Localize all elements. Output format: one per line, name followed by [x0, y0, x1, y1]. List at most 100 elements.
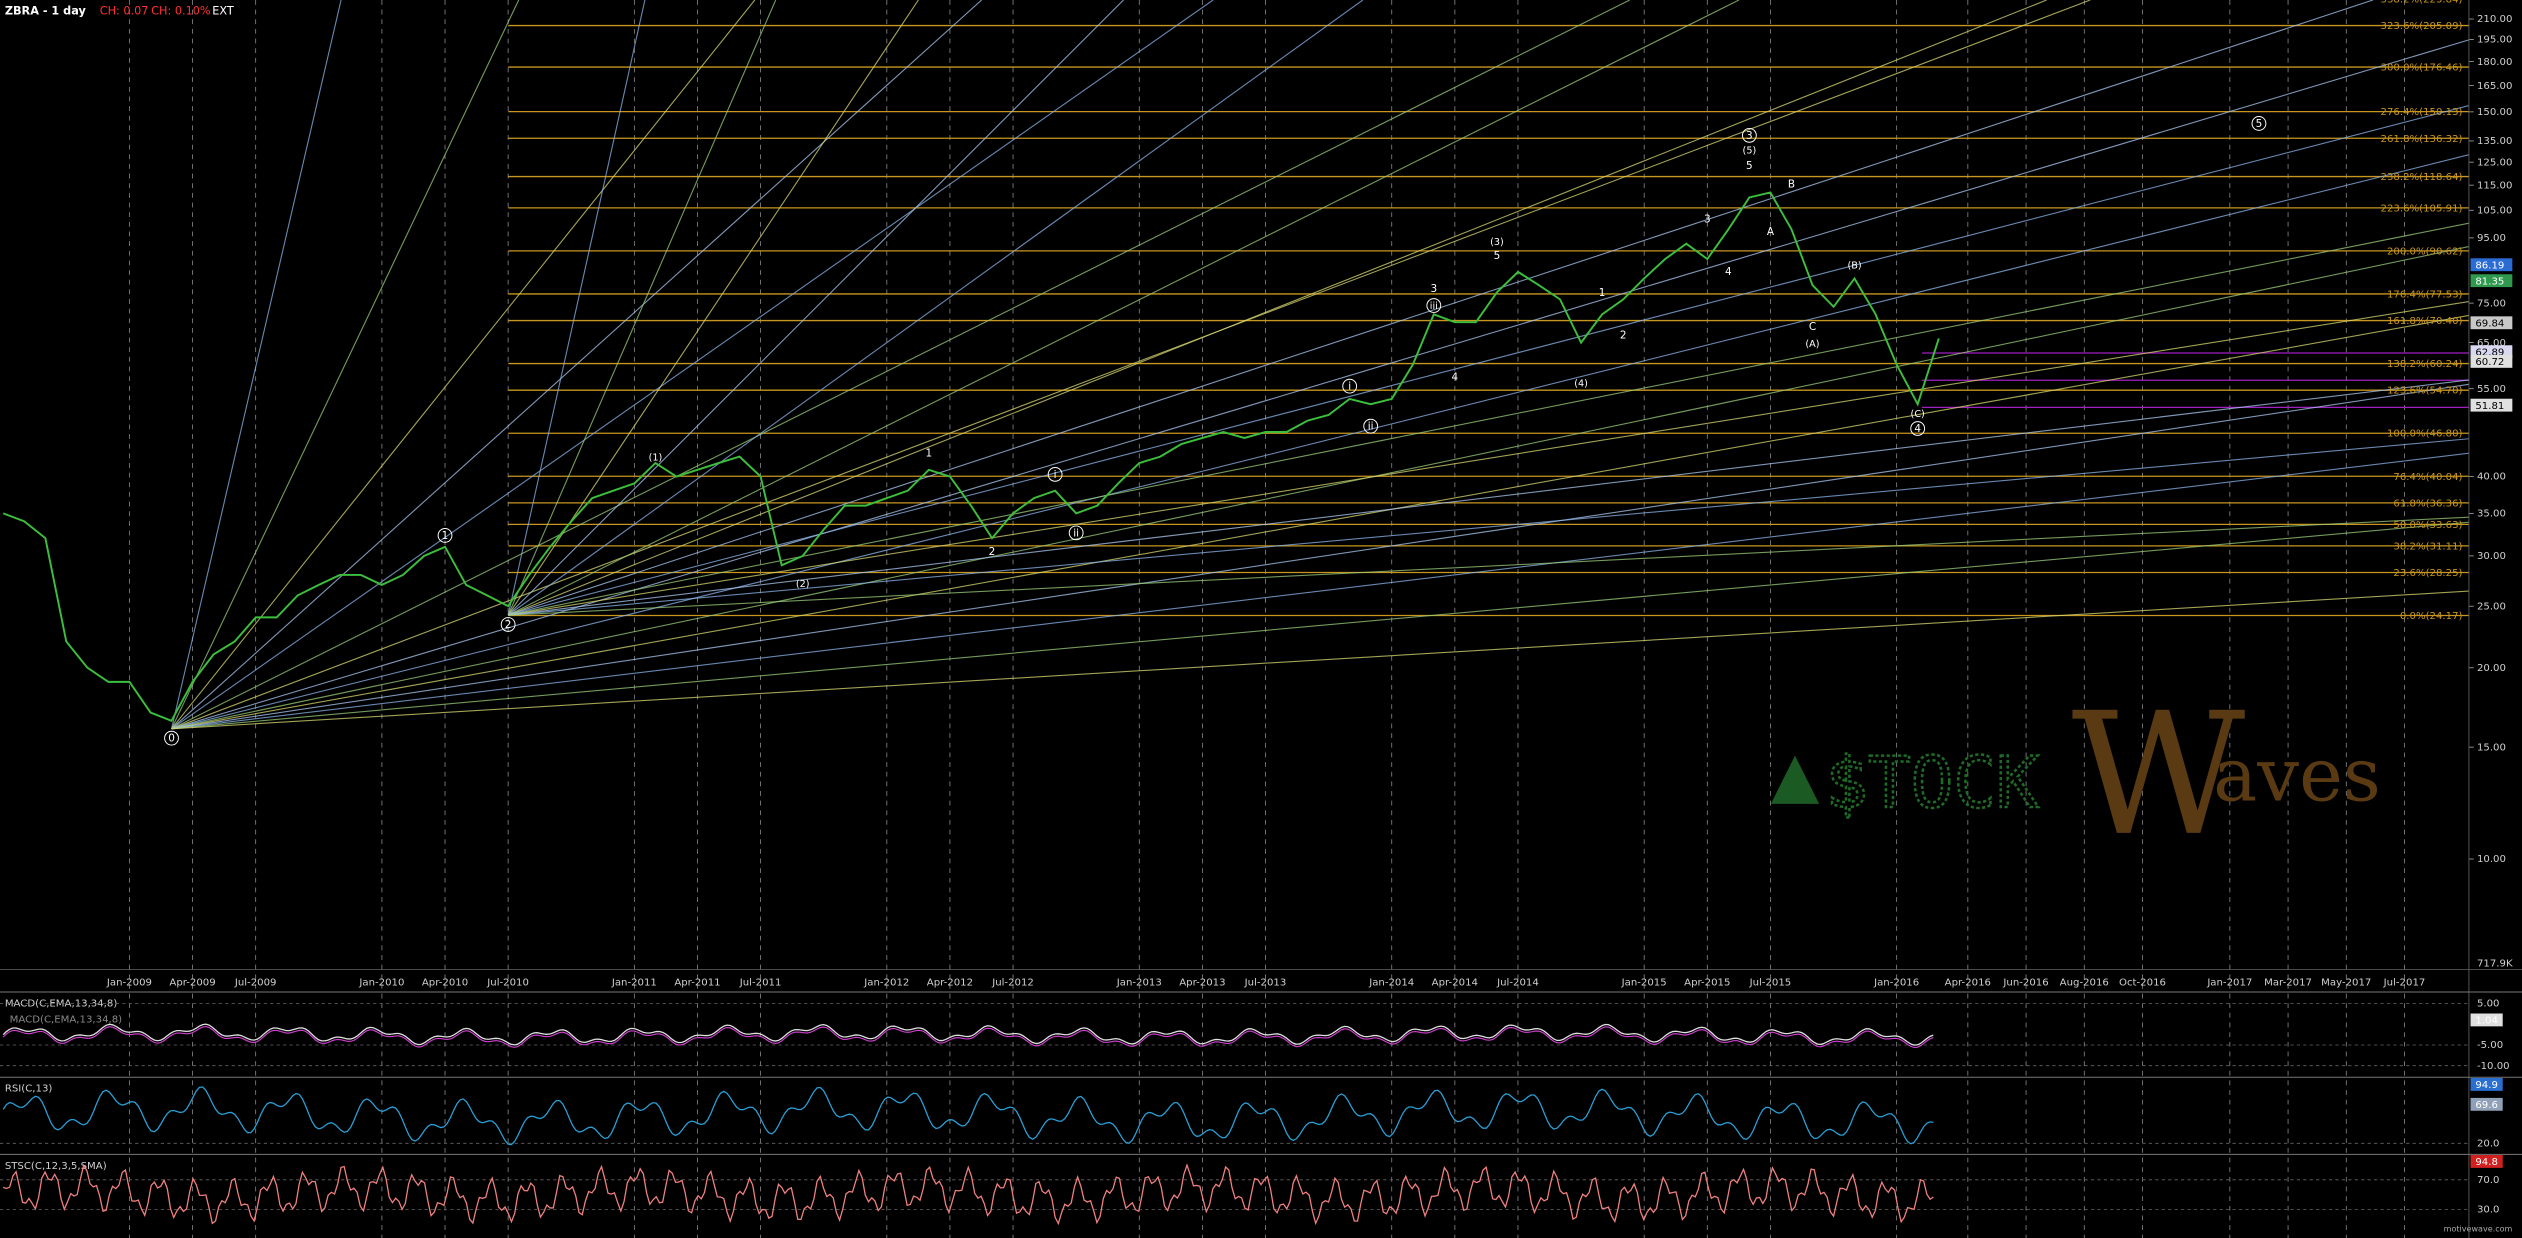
- price-badge-label: 69.84: [2475, 318, 2504, 329]
- y-tick-label: 135.00: [2477, 136, 2512, 147]
- y-tick-label: 30.0: [2477, 1205, 2500, 1216]
- fib-label: 0.0%(24.17): [2400, 611, 2463, 622]
- change: CH: 0.07: [100, 4, 149, 17]
- fib-label: 23.6%(28.25): [2393, 568, 2462, 579]
- wave-label: (3): [1490, 237, 1504, 248]
- wave-label: 4: [1914, 423, 1921, 435]
- background-layer: [129, 0, 2470, 1238]
- fan-line: [171, 0, 2091, 730]
- x-tick-label: Apr-2010: [422, 978, 468, 989]
- wave-circle: [1426, 298, 1442, 313]
- indicator-title: RSI(C,13): [5, 1084, 53, 1095]
- indicator-badge: [2470, 1097, 2503, 1111]
- y-tick-label: 25.00: [2477, 601, 2506, 612]
- x-tick-label: Jul-2011: [739, 978, 782, 989]
- fan-line: [171, 452, 2469, 730]
- fan-line: [507, 0, 646, 616]
- fan-line: [170, 0, 342, 729]
- wave-label: 3: [1746, 130, 1753, 142]
- fan-line: [507, 0, 1740, 616]
- y-tick-label: 15.00: [2477, 742, 2506, 753]
- wave-circle: [1047, 466, 1063, 482]
- y-tick-label: 165.00: [2477, 81, 2512, 92]
- y-tick-label: -10.00: [2477, 1061, 2510, 1072]
- x-tick-label: Jul-2009: [234, 978, 277, 989]
- fib-label: 323.6%(205.09): [2381, 21, 2463, 32]
- wave-label: (5): [1743, 145, 1757, 156]
- fib-label: 50.0%(33.63): [2393, 520, 2462, 531]
- wave-label: (2): [796, 579, 810, 590]
- fan-line: [171, 590, 2469, 730]
- fan-line: [171, 39, 2470, 730]
- fan-line: [171, 314, 2470, 730]
- fib-label: 238.2%(118.64): [2381, 172, 2463, 183]
- fib-label: 338.2%(225.84): [2381, 0, 2463, 6]
- indicator-badge: [2470, 1013, 2503, 1027]
- indicator-badge: [2470, 1078, 2503, 1091]
- wave-label: 5: [1746, 160, 1753, 172]
- indicator-subtitle: MACD(C,EMA,13,34,8): [10, 1015, 123, 1026]
- y-tick-label: 70.0: [2477, 1175, 2500, 1186]
- x-tick-label: Jan-2013: [1116, 978, 1162, 989]
- wave-label: 0: [168, 733, 175, 745]
- wave-label: 5: [1494, 250, 1501, 262]
- price-badge-label: 51.81: [2475, 401, 2504, 412]
- fib-label: 261.8%(136.32): [2381, 134, 2463, 145]
- indicator-badge-label: 1.04: [2475, 1016, 2498, 1027]
- x-tick-label: Oct-2016: [2119, 978, 2166, 989]
- wave-circle: [1910, 421, 1926, 436]
- fan-line: [508, 438, 2469, 616]
- y-tick-label: 75.00: [2477, 298, 2506, 309]
- logo-w: W: [2072, 676, 2246, 873]
- y-tick-label: 55.00: [2477, 384, 2506, 395]
- x-tick-label: Apr-2016: [1945, 978, 1991, 989]
- price-badge: [2470, 354, 2513, 368]
- x-tick-label: Jul-2017: [2383, 978, 2426, 989]
- x-tick-label: Jun-2016: [2002, 978, 2048, 989]
- x-tick-label: Jan-2012: [863, 978, 909, 989]
- fan-line: [171, 0, 756, 730]
- x-tick-label: Aug-2016: [2060, 978, 2109, 989]
- price-badge: [2470, 258, 2513, 272]
- wave-label: 4: [1725, 266, 1732, 278]
- price-badge: [2470, 316, 2513, 330]
- wave-circle: [1068, 525, 1084, 541]
- indicator-badge-label: 69.6: [2475, 1100, 2498, 1111]
- x-tick-label: Jul-2010: [486, 978, 529, 989]
- wave-label: 1: [1599, 287, 1606, 299]
- fib-label: 38.2%(31.11): [2393, 541, 2462, 552]
- fan-line: [171, 245, 2470, 730]
- indicator-trace: [3, 1163, 1934, 1226]
- fib-label: 61.8%(36.36): [2393, 498, 2462, 509]
- wave-label: (B): [1848, 261, 1862, 272]
- fan-line: [507, 105, 2470, 616]
- price-badge: [2470, 345, 2513, 359]
- y-tick-label: 150.00: [2477, 107, 2512, 118]
- indicator-trace: [2, 1026, 1934, 1049]
- wave-label: ii: [1368, 421, 1374, 433]
- wave-label: 1: [926, 448, 933, 460]
- wave-circle: [2251, 116, 2267, 131]
- wave-label: ii: [1073, 527, 1079, 539]
- y-tick-label: -5.00: [2477, 1040, 2503, 1051]
- fan-line: [508, 379, 2469, 616]
- wave-label: A: [1767, 226, 1775, 238]
- logo-text: $TOCK: [1826, 741, 2039, 824]
- wave-label: 2: [505, 619, 512, 631]
- y-tick-label: 20.0: [2477, 1139, 2500, 1150]
- price-badge-label: 60.72: [2475, 357, 2504, 368]
- symbol: ZBRA - 1 day: [5, 4, 87, 17]
- fib-label: 223.6%(105.91): [2381, 203, 2463, 214]
- session: EXT: [212, 4, 234, 17]
- fan-line: [508, 300, 2470, 616]
- y-tick-label: 65.00: [2477, 338, 2506, 349]
- x-tick-label: Mar-2017: [2264, 978, 2312, 989]
- x-tick-label: Apr-2012: [927, 978, 973, 989]
- y-tick-label: 95.00: [2477, 233, 2506, 244]
- wave-label: C: [1809, 321, 1816, 333]
- fan-line: [507, 0, 1364, 616]
- fan-line: [508, 516, 2469, 616]
- y-tick-label: 30.00: [2477, 551, 2506, 562]
